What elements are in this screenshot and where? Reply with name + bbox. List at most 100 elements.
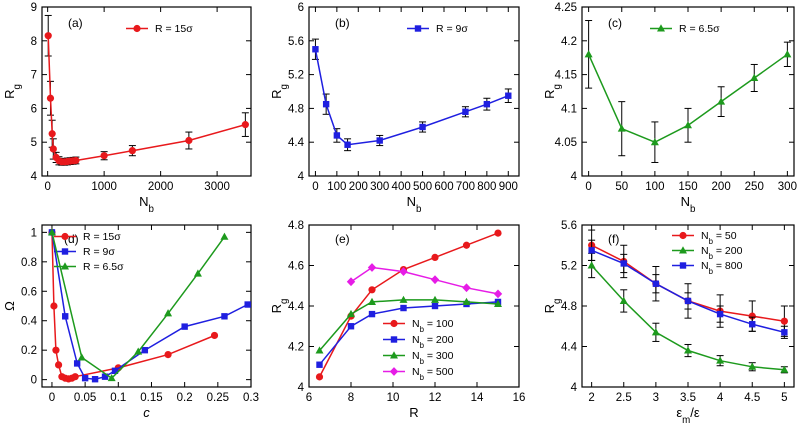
x-tick-label: 0.05 [74,392,96,404]
data-point [750,73,759,81]
data-point [781,329,788,336]
x-axis-label: c [143,405,150,420]
data-point [181,323,188,330]
y-tick-label: 0.6 [21,286,37,298]
legend-label-tail: = 800 [713,260,743,272]
x-axis-label-main: ε [676,405,682,420]
x-tick-label: 3 [653,392,659,404]
data-point [244,301,251,308]
data-point [315,346,324,354]
y-tick-label: 0.2 [21,345,37,357]
y-axis-label-sub: g [552,299,563,304]
y-tick-label: 1 [31,227,37,239]
series-1 [48,229,251,383]
data-point [346,277,356,287]
panel-label: (e) [335,232,350,246]
series-line [314,49,509,146]
legend-label-sub: b [709,267,714,276]
y-tick-label: 4.2 [288,342,304,354]
x-tick-label: 700 [456,181,475,193]
legend-label-main: N [412,366,420,378]
y-tick-label: 4.2 [561,36,577,48]
data-point [322,100,330,108]
legend-label: R = 6.5σ [83,261,124,273]
legend-entry: R = 6.5σ [650,23,720,35]
x-tick-label: 100 [327,181,346,193]
data-point [315,373,324,381]
x-axis-label-main: N [139,194,148,209]
x-tick-label: 0 [49,392,55,404]
legend-entry: Nb = 200 [672,245,743,261]
data-point [650,138,659,146]
x-axis-label-sub: m [682,415,690,426]
y-tick-label: 4 [298,171,305,183]
x-axis-label: Nb [139,194,154,215]
x-tick-label: 3.5 [680,392,696,404]
y-tick-label: 5.2 [288,70,304,82]
legend-label-tail: = 50 [713,230,737,242]
legend-marker [389,367,399,376]
legend-label-main: R = 6.5σ [83,261,124,273]
y-axis-label-main: Ω [2,301,17,311]
x-axis-label: Nb [407,194,422,215]
data-point [312,46,319,53]
legend-label: Nb = 500 [412,366,454,382]
data-point [494,229,502,237]
data-point [344,141,351,148]
y-axis-label: Rg [269,84,290,99]
x-tick-label: 1000 [91,181,117,193]
data-point [193,269,202,277]
legend-label-main: N [701,260,709,272]
x-tick-label: 300 [370,181,389,193]
y-tick-label: 0.4 [21,316,38,328]
y-axis-label-sub: g [552,84,563,89]
data-point [100,152,108,160]
plot-frame [41,6,252,177]
x-tick-label: 10 [387,392,400,404]
legend-marker [61,232,69,241]
data-point [91,375,99,383]
data-point [588,247,595,254]
legend-entry: R = 6.5σ [54,261,124,273]
data-point [620,260,627,267]
legend-label: R = 6.5σ [679,23,720,35]
panel-a: 0 1000 2000 3000 4 5 6 7 8 9 Nb Rg (a) R = 15σ [2,2,252,215]
y-axis-label-main: R [269,304,284,313]
y-axis-label-sub: g [12,84,23,89]
panel-c: 0 50 100 150 200 250 300 4 4.05 4.1 4.15 4.2 4.25 Nb R… [542,2,797,215]
series-0 [588,229,788,337]
series-0 [584,20,792,163]
legend-label: R = 15σ [155,23,193,35]
data-point [333,132,341,139]
legend-label-tail: = 100 [424,318,454,330]
y-tick-label: 4.6 [288,261,304,273]
legend-label-main: R = 9σ [83,246,115,258]
legend-label-sub: b [420,357,425,366]
legend-marker [61,262,69,270]
data-point [587,261,596,269]
data-point [462,108,469,115]
plot-frame [308,6,520,177]
legend-label: R = 9σ [436,23,468,35]
legend-marker [390,336,398,343]
legend-label-tail: = 200 [713,245,743,257]
x-tick-label: 500 [413,181,432,193]
x-tick-label: 600 [434,181,453,193]
legend-entry: Nb = 200 [383,334,454,350]
x-tick-label: 14 [471,392,484,404]
panel-f: 2 2.5 3 3.5 4 4.5 5 4 4.4 4.8 5.2 5.6 εm/ε Rg (f) Nb = … [542,220,795,426]
legend-label: Nb = 100 [412,318,454,334]
plot-frame [581,224,795,388]
legend-label-main: N [412,350,420,362]
data-point [107,373,116,382]
y-axis-label-main: R [542,304,557,313]
y-tick-label: 4.25 [555,2,577,14]
y-tick-label: 9 [31,2,37,14]
legend-label: R = 9σ [83,246,115,258]
data-point [111,367,119,374]
y-tick-label: 0.8 [21,257,37,269]
x-tick-label: 3000 [204,181,230,193]
series-1 [316,298,502,368]
data-point [128,147,136,155]
x-axis-label-main: N [407,194,416,209]
